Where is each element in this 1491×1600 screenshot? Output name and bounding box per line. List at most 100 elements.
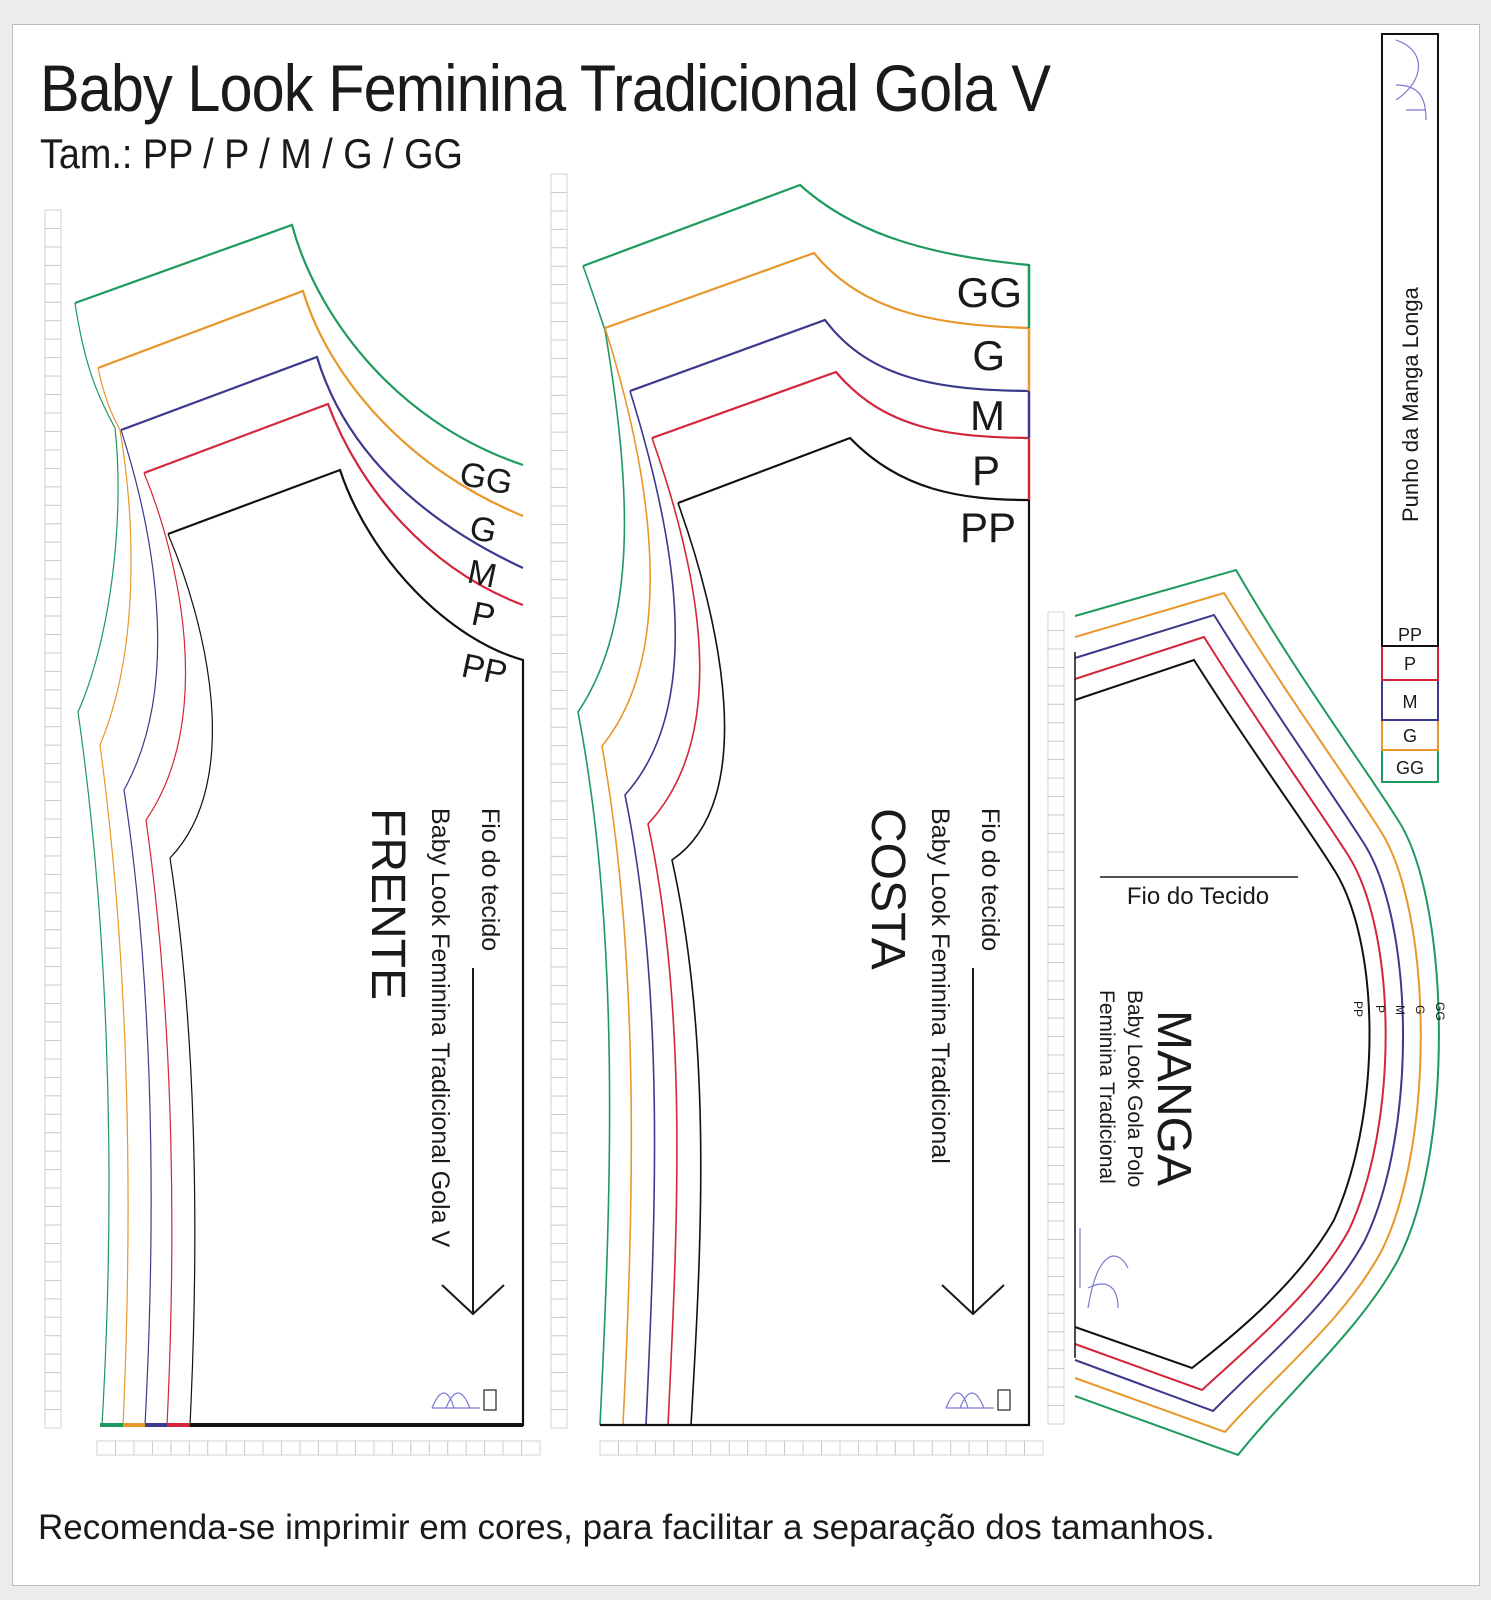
back-outline-m	[629, 318, 1030, 393]
back-horizontal-ruler-cell	[673, 1440, 693, 1456]
front-vertical-ruler-cell	[44, 486, 62, 506]
front-vertical-ruler-cell	[44, 929, 62, 949]
back-vertical-ruler-cell	[550, 763, 568, 783]
back-horizontal-ruler-cell	[654, 1440, 675, 1456]
front-vertical-ruler-cell	[44, 1132, 62, 1152]
sleeve-label-pp: PP	[1351, 1001, 1365, 1017]
back-horizontal-ruler-cell	[858, 1440, 878, 1456]
front-vertical-ruler-cell	[44, 1113, 62, 1134]
front-outline-gg	[74, 223, 524, 467]
sleeve-vertical-ruler-cell	[1047, 962, 1065, 982]
back-vertical-ruler-cell	[550, 560, 568, 581]
measurement-rulers	[44, 173, 1065, 1456]
back-label-gg: GG	[957, 269, 1022, 316]
back-grain-label: Fio do tecido	[976, 808, 1004, 951]
sleeve-vertical-ruler-cell	[1047, 1165, 1065, 1185]
back-annotations: COSTA Baby Look Feminina Tradicional Fio…	[861, 808, 1005, 1316]
front-vertical-ruler-cell	[44, 209, 62, 229]
sleeve-vertical-ruler-cell	[1047, 1128, 1065, 1148]
back-side-g	[601, 327, 651, 1426]
front-vertical-ruler-cell	[44, 246, 62, 266]
back-horizontal-ruler-cell	[728, 1440, 749, 1456]
back-grain-arrow-head	[941, 1284, 1005, 1316]
front-horizontal-ruler-cell	[447, 1440, 467, 1456]
front-horizontal-ruler-cell	[373, 1440, 393, 1456]
front-horizontal-ruler-cell	[244, 1440, 264, 1456]
back-vertical-ruler-cell	[550, 265, 568, 286]
front-piece-name: FRENTE	[361, 808, 414, 1000]
back-horizontal-ruler-cell	[618, 1440, 638, 1456]
back-vertical-ruler-cell	[550, 394, 568, 415]
back-vertical-ruler-cell	[550, 523, 568, 544]
sleeve-vertical-ruler-cell	[1047, 1220, 1065, 1240]
sleeve-vertical-ruler-cell	[1047, 1349, 1065, 1370]
sleeve-vertical-ruler-cell	[1047, 1091, 1065, 1111]
sleeve-annotations: Fio do Tecido MANGA Baby Look Gola Polo …	[1095, 876, 1447, 1187]
front-vertical-ruler-cell	[44, 1316, 62, 1337]
front-label-g: G	[466, 509, 500, 552]
back-vertical-ruler-cell	[550, 634, 568, 654]
front-horizontal-ruler-cell	[207, 1440, 227, 1456]
front-vertical-ruler-cell	[44, 1298, 62, 1318]
front-vertical-ruler-cell	[44, 707, 62, 728]
sleeve-vertical-ruler-cell	[1047, 1257, 1065, 1277]
back-vertical-ruler-cell	[550, 782, 568, 802]
sleeve-vertical-ruler-cell	[1047, 1331, 1065, 1351]
front-horizontal-ruler-cell	[262, 1440, 282, 1456]
back-vertical-ruler-cell	[550, 284, 568, 304]
back-horizontal-ruler-cell	[839, 1440, 859, 1456]
front-vertical-ruler-cell	[44, 1390, 62, 1410]
sleeve-piece	[1074, 568, 1440, 1457]
sleeve-vertical-ruler-cell	[1047, 630, 1065, 650]
front-vertical-ruler-cell	[44, 357, 62, 377]
front-horizontal-ruler-cell	[410, 1440, 430, 1456]
front-vertical-ruler-cell	[44, 837, 62, 857]
front-vertical-ruler-cell	[44, 1372, 62, 1392]
front-vertical-ruler-cell	[44, 1150, 62, 1171]
back-horizontal-ruler-cell	[1005, 1440, 1025, 1456]
back-horizontal-ruler-cell	[802, 1440, 822, 1456]
sleeve-pattern-name-2: Feminina Tradicional	[1095, 990, 1118, 1184]
pattern-sheet	[12, 24, 1480, 1586]
front-horizontal-ruler-cell	[465, 1440, 486, 1456]
back-vertical-ruler-cell	[550, 505, 568, 525]
back-vertical-ruler-cell	[550, 192, 568, 212]
front-vertical-ruler-cell	[44, 781, 62, 801]
sleeve-label-gg: GG	[1433, 1002, 1447, 1021]
back-vertical-ruler-cell	[550, 542, 568, 562]
front-horizontal-ruler-cell	[96, 1440, 116, 1456]
front-vertical-ruler-cell	[44, 1335, 62, 1355]
back-vertical-ruler-cell	[550, 1095, 568, 1115]
sleeve-label-g: G	[1413, 1005, 1427, 1014]
back-vertical-ruler-cell	[550, 948, 568, 968]
front-vertical-ruler-cell	[44, 726, 62, 746]
back-horizontal-ruler-cell	[599, 1440, 619, 1456]
back-piece-name: COSTA	[861, 808, 914, 970]
front-horizontal-ruler-cell	[428, 1440, 449, 1456]
front-vertical-ruler-cell	[44, 1187, 62, 1207]
sleeve-outline-pp	[1074, 658, 1371, 1370]
back-vertical-ruler-cell	[550, 1298, 568, 1318]
front-vertical-ruler-cell	[44, 1040, 62, 1060]
front-side-pp	[167, 533, 213, 1426]
front-vertical-ruler-cell	[44, 1169, 62, 1189]
sleeve-vertical-ruler-cell	[1047, 1146, 1065, 1167]
front-vertical-ruler-cell	[44, 283, 62, 303]
sleeve-vertical-ruler-cell	[1047, 1183, 1065, 1203]
front-side-gg	[74, 302, 119, 1426]
back-horizontal-ruler-cell	[747, 1440, 767, 1456]
sleeve-vertical-ruler-cell	[1047, 796, 1065, 816]
sleeve-vertical-ruler-cell	[1047, 888, 1065, 908]
sleeve-label-m: M	[1393, 1005, 1407, 1015]
page-title: Baby Look Feminina Tradicional Gola V	[40, 51, 1051, 125]
front-horizontal-ruler-cell	[151, 1440, 172, 1456]
back-vertical-ruler-cell	[550, 1132, 568, 1152]
back-label-g: G	[972, 332, 1005, 379]
sleeve-vertical-ruler-cell	[1047, 1239, 1065, 1259]
sleeve-vertical-ruler-cell	[1047, 999, 1065, 1019]
back-horizontal-ruler-cell	[710, 1440, 730, 1456]
back-vertical-ruler-cell	[550, 579, 568, 599]
front-vertical-ruler-cell	[44, 947, 62, 968]
back-vertical-ruler-cell	[550, 1206, 568, 1226]
back-vertical-ruler-cell	[550, 1150, 568, 1171]
